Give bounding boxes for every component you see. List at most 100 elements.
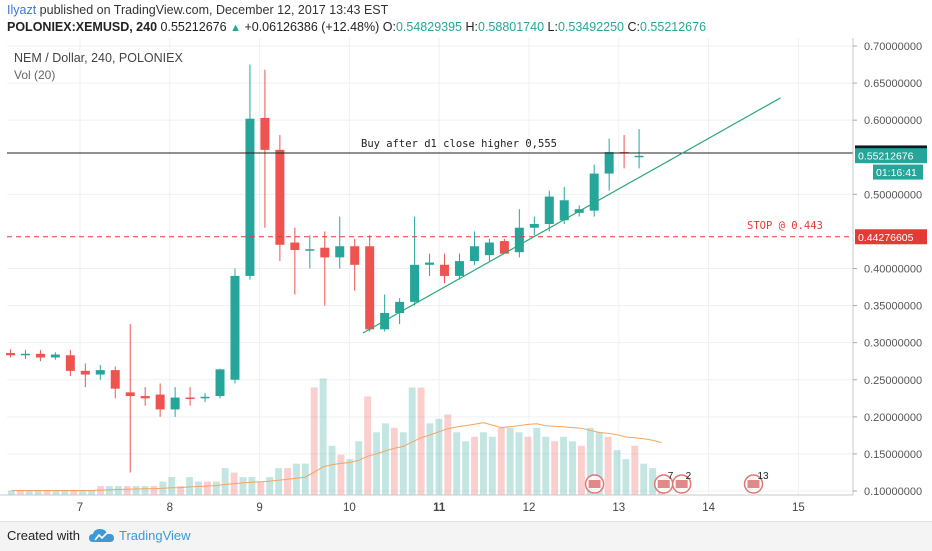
- volume-bar: [622, 459, 630, 495]
- symbol-label: POLONIEX:XEMUSD, 240: [7, 20, 158, 34]
- volume-bar: [373, 432, 381, 495]
- price-axis-area: [853, 38, 932, 521]
- volume-bar: [275, 468, 283, 495]
- candle-body: [170, 397, 180, 410]
- price-label-badge: [873, 164, 923, 180]
- candle-body: [155, 394, 165, 410]
- tradingview-cloud-icon: [89, 529, 114, 542]
- volume-bar: [266, 477, 274, 495]
- price-chart[interactable]: Buy after d1 close higher 0,555 STOP @ 0.…: [0, 38, 932, 521]
- event-flag-icon: [747, 480, 760, 488]
- event-count-label: 13: [758, 471, 770, 482]
- candle-body: [589, 173, 599, 211]
- volume-bar: [479, 432, 487, 495]
- volume-bar: [649, 468, 657, 495]
- candle-body: [275, 149, 285, 245]
- volume-bar: [292, 463, 300, 495]
- volume-bar: [524, 436, 532, 495]
- author-link[interactable]: Ilyazt: [7, 3, 37, 17]
- event-count-label: 2: [686, 471, 692, 482]
- volume-bar: [328, 445, 336, 495]
- volume-bar: [390, 427, 398, 495]
- volume-bar: [364, 396, 372, 495]
- volume-bar: [577, 445, 585, 495]
- volume-bar: [123, 486, 131, 495]
- volume-bar: [257, 481, 265, 495]
- volume-bar: [586, 427, 594, 495]
- volume-bar: [301, 463, 309, 495]
- candle-body: [559, 200, 569, 221]
- time-tick-label: 12: [523, 502, 536, 514]
- time-tick-label: 7: [77, 502, 83, 514]
- created-with-text: Created with: [7, 528, 80, 543]
- high-label: H:: [465, 20, 479, 34]
- volume-bar: [150, 486, 158, 495]
- volume-bar: [195, 481, 202, 495]
- candle-body: [484, 242, 494, 256]
- candle-body: [499, 241, 509, 254]
- volume-bar: [25, 490, 33, 495]
- candle-body: [425, 262, 435, 265]
- volume-bar: [114, 486, 122, 495]
- volume-bar: [43, 490, 51, 495]
- volume-bar: [319, 378, 327, 495]
- time-tick-label: 15: [792, 502, 805, 514]
- candle-body: [290, 242, 300, 250]
- time-tick-label: 10: [343, 502, 356, 514]
- chart-header: Ilyazt published on TradingView.com, Dec…: [0, 0, 932, 38]
- time-tick-label: 14: [702, 502, 715, 514]
- price-label-badge: [855, 229, 927, 245]
- volume-bar: [16, 490, 24, 495]
- volume-bar: [569, 441, 576, 495]
- candle-body: [200, 396, 210, 399]
- price-tick-label: 0.70000000: [864, 41, 922, 53]
- price-tick-label: 0.10000000: [864, 486, 922, 498]
- candle-body: [320, 247, 330, 258]
- volume-bar: [221, 468, 229, 495]
- candle-body: [544, 196, 554, 224]
- volume-bar: [613, 450, 621, 495]
- volume-bar: [640, 463, 648, 495]
- price-change: +0.06126386 (+12.48%): [244, 20, 380, 34]
- price-tick-label: 0.25000000: [864, 375, 922, 387]
- volume-bar: [168, 477, 176, 495]
- price-tick-label: 0.65000000: [864, 78, 922, 90]
- event-flag-icon: [588, 480, 601, 488]
- trend-line: [362, 97, 781, 334]
- tradingview-brand[interactable]: TradingView: [119, 528, 191, 543]
- candle-body: [80, 370, 90, 375]
- candle-body: [20, 353, 30, 356]
- price-tick-label: 0.40000000: [864, 264, 922, 276]
- volume-bar: [533, 427, 541, 495]
- price-label-text: 0.44276605: [858, 232, 914, 244]
- time-tick-label: 9: [256, 502, 262, 514]
- volume-bar: [186, 477, 194, 495]
- volume-bar: [284, 468, 291, 495]
- volume-bar: [488, 436, 496, 495]
- volume-bar: [34, 490, 42, 495]
- volume-bar: [435, 418, 443, 495]
- volume-bar: [399, 432, 407, 495]
- volume-bar: [70, 490, 78, 495]
- volume-bar: [471, 436, 478, 495]
- candle-body: [5, 353, 15, 356]
- price-label-badge: [855, 148, 927, 164]
- price-tick-label: 0.20000000: [864, 412, 922, 424]
- volume-bar: [212, 481, 220, 495]
- price-tick-label: 0.60000000: [864, 115, 922, 127]
- volume-bar: [105, 486, 113, 495]
- candle-body: [65, 355, 75, 371]
- footer-bar: Created with TradingView: [0, 521, 932, 551]
- volume-bar: [506, 427, 514, 495]
- up-arrow-icon: ▲: [230, 22, 241, 34]
- price-label-text: 01:16:41: [876, 167, 917, 179]
- time-tick-label: 13: [612, 502, 625, 514]
- volume-bar: [132, 486, 140, 495]
- candle-body: [454, 261, 464, 276]
- volume-bar: [595, 432, 603, 495]
- volume-bar: [52, 490, 60, 495]
- candle-body: [440, 264, 450, 276]
- candle-body: [410, 264, 420, 302]
- volume-ma-line: [11, 422, 662, 491]
- last-price: 0.55212676: [160, 20, 227, 34]
